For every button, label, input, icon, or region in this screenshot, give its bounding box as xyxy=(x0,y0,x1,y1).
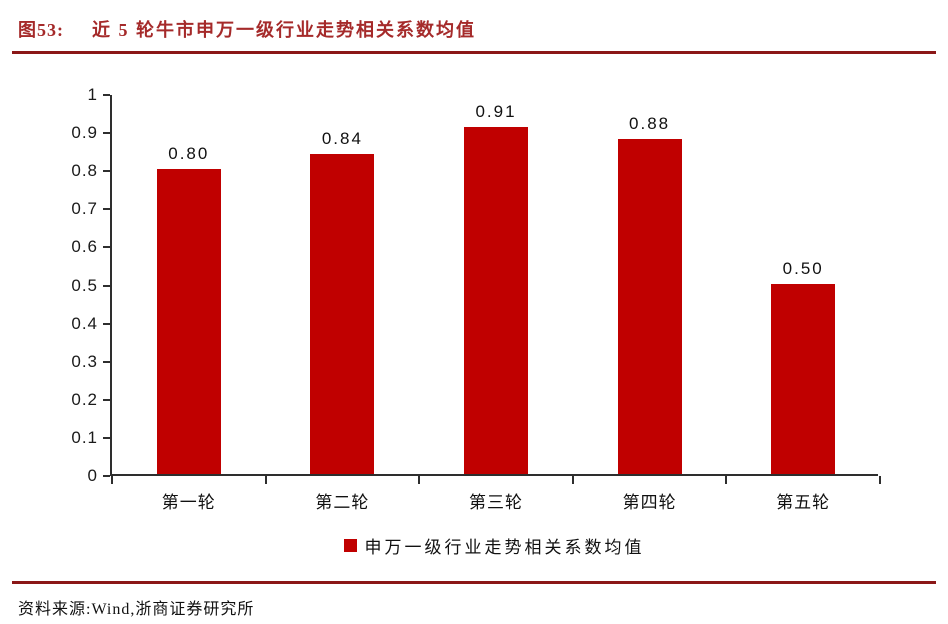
y-axis-tick xyxy=(103,436,110,439)
x-axis-category-label: 第二轮 xyxy=(315,493,370,512)
y-axis-label: 0.8 xyxy=(71,161,98,181)
bar-chart-plot-area: 0 0.1 0.2 0.3 0.4 0.5 0.6 0.7 0.8 0.9 1 0.80 第一轮 0.84… xyxy=(71,85,881,512)
y-axis-label: 0.3 xyxy=(71,351,98,371)
bar-第三轮 xyxy=(464,127,528,474)
legend-label: 申万一级行业走势相关系数均值 xyxy=(364,538,645,557)
y-axis-label: 0.7 xyxy=(71,199,98,219)
y-axis-tick xyxy=(103,360,110,363)
y-axis-label: 0.9 xyxy=(71,123,98,143)
y-axis-label: 0.4 xyxy=(71,313,98,333)
chart-legend: 申万一级行业走势相关系数均值 xyxy=(110,533,878,558)
legend-marker-icon xyxy=(343,539,357,552)
x-axis-tick xyxy=(111,476,113,484)
x-axis-tick xyxy=(265,476,267,484)
x-axis-category-label: 第四轮 xyxy=(622,493,677,512)
y-axis-label: 0.1 xyxy=(71,427,98,447)
bar-第四轮 xyxy=(617,138,682,474)
y-axis-label: 0.5 xyxy=(71,275,98,295)
bar-value-label: 0.91 xyxy=(475,102,517,122)
figure-number: 图53: xyxy=(18,20,64,40)
y-axis-label: 0.2 xyxy=(71,389,98,409)
y-axis-tick xyxy=(103,94,110,96)
figure-header: 图53: 近 5 轮牛市申万一级行业走势相关系数均值 xyxy=(18,16,930,42)
bar-value-label: 0.50 xyxy=(782,258,824,278)
footer-divider xyxy=(12,581,936,584)
figure-title: 近 5 轮牛市申万一级行业走势相关系数均值 xyxy=(92,20,476,40)
x-axis-category-label: 第一轮 xyxy=(161,493,216,512)
y-axis-tick xyxy=(103,246,110,249)
bar-第二轮 xyxy=(310,153,375,474)
y-axis-label: 0.6 xyxy=(71,237,98,257)
bar-第五轮 xyxy=(771,283,836,474)
y-axis-tick xyxy=(103,475,110,477)
source-note: 资料来源:Wind,浙商证券研究所 xyxy=(18,601,255,618)
x-axis-category-label: 第三轮 xyxy=(469,493,523,512)
bar-value-label: 0.88 xyxy=(629,113,671,133)
bar-value-label: 0.84 xyxy=(321,128,363,148)
y-axis-tick xyxy=(103,322,110,325)
title-divider xyxy=(12,51,936,54)
y-axis-tick xyxy=(103,132,110,135)
bar-value-label: 0.80 xyxy=(168,144,210,164)
y-axis-tick xyxy=(103,284,110,287)
x-axis-category-label: 第五轮 xyxy=(776,493,831,512)
x-axis-tick xyxy=(418,476,420,484)
x-axis-tick xyxy=(879,476,881,484)
x-axis-tick xyxy=(725,476,727,484)
y-axis-tick xyxy=(103,208,110,211)
y-axis-tick xyxy=(103,398,110,401)
y-axis-tick xyxy=(103,170,110,173)
x-axis-tick xyxy=(572,476,574,484)
bar-第一轮 xyxy=(156,169,221,474)
y-axis-label: 1 xyxy=(87,85,98,104)
y-axis-label: 0 xyxy=(87,466,98,485)
